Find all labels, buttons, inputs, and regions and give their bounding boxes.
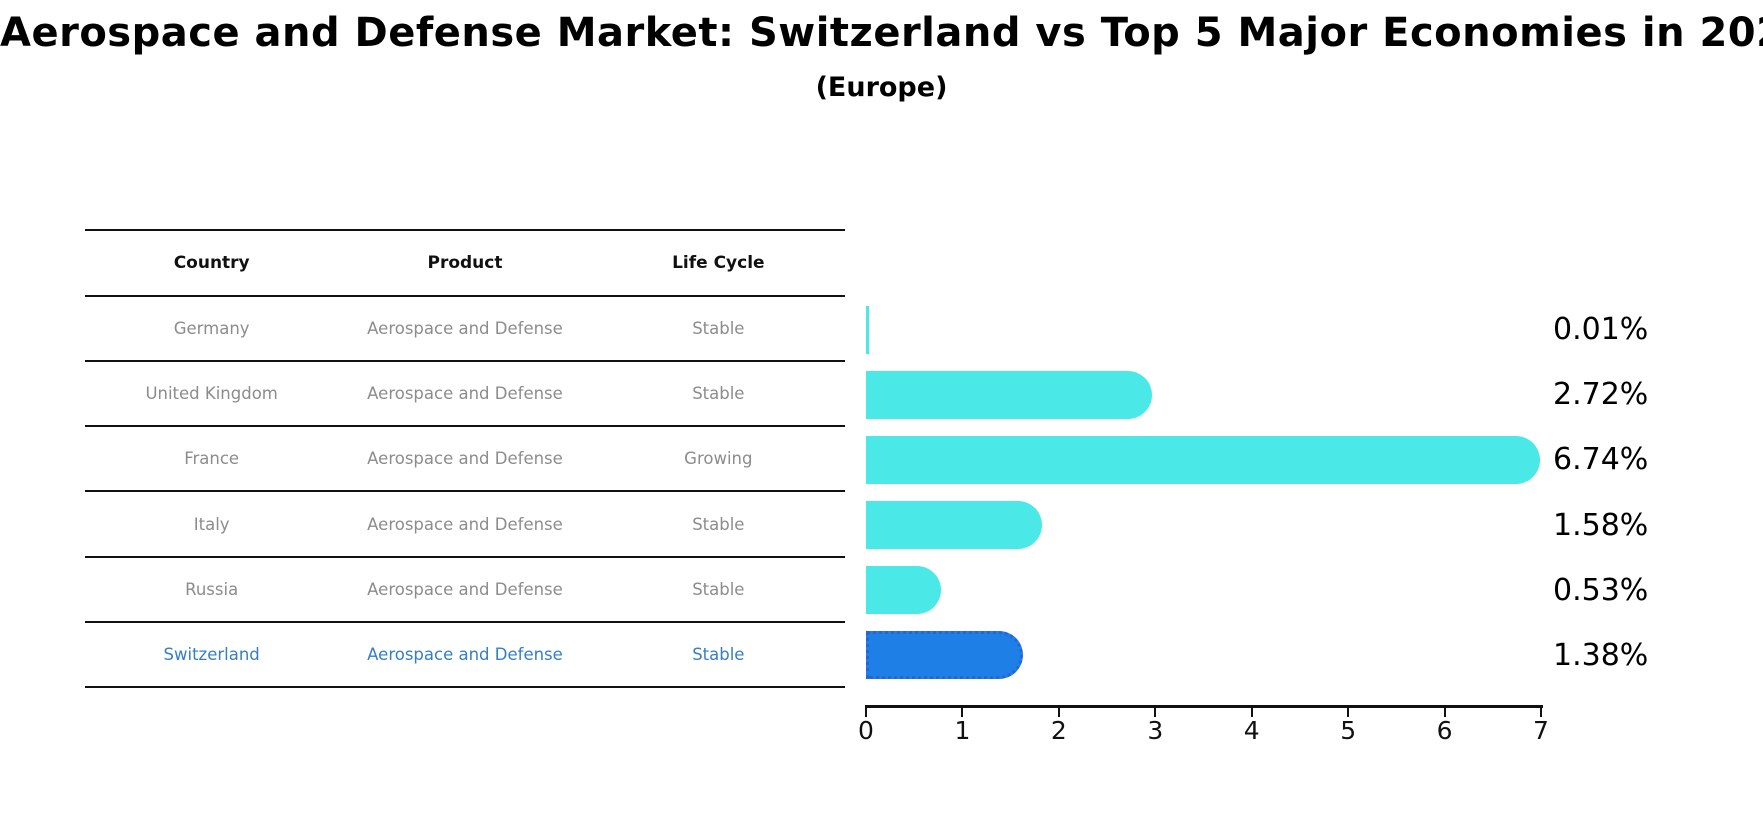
table-cell-product: Aerospace and Defense: [367, 319, 563, 339]
country-table: Country Product Life Cycle Germany Aerospac…: [85, 229, 845, 688]
table-cell-product: Aerospace and Defense: [367, 644, 563, 664]
x-axis-tick: [961, 708, 964, 717]
bar-row-germany: 0.01%: [866, 297, 1763, 362]
table-cell-life-cycle: Stable: [692, 514, 745, 534]
bar-france: [866, 435, 1540, 484]
bar-switzerland: [866, 631, 1024, 680]
bar-value-label: 2.72%: [1553, 377, 1649, 413]
x-axis-tick-label: 6: [1436, 716, 1453, 745]
table-cell-country: Russia: [185, 579, 239, 599]
chart-subtitle: (Europe): [815, 72, 948, 103]
x-axis-tick: [1443, 708, 1446, 717]
table-cell-country: Italy: [193, 514, 230, 534]
table-cell-country: Switzerland: [163, 644, 260, 664]
table-row-france: France Aerospace and Defense Growing: [85, 427, 845, 493]
table-cell-life-cycle: Growing: [684, 449, 753, 469]
x-axis-tick: [1540, 708, 1542, 717]
bar-row-united-kingdom: 2.72%: [866, 362, 1763, 427]
bar-value-label: 1.58%: [1553, 507, 1649, 543]
bar-value-label: 6.74%: [1553, 442, 1649, 478]
table-cell-country: Germany: [173, 319, 250, 339]
bar-russia: [866, 566, 942, 615]
bar-value-label: 1.38%: [1553, 637, 1649, 673]
x-axis-tick: [865, 708, 867, 717]
bar-value-label: 0.01%: [1553, 312, 1649, 348]
table-body: Germany Aerospace and Defense Stable United…: [85, 297, 845, 688]
x-axis-tick: [1057, 708, 1060, 717]
table-row-united-kingdom: United Kingdom Aerospace and Defense Stabl…: [85, 362, 845, 428]
x-axis-tick-label: 2: [1050, 716, 1067, 745]
bar-row-switzerland: 1.38%: [866, 623, 1763, 688]
x-axis-tick-label: 1: [954, 716, 971, 745]
bar-row-russia: 0.53%: [866, 558, 1763, 623]
bar-united-kingdom: [866, 370, 1153, 419]
x-axis-tick-label: 0: [858, 716, 874, 745]
table-column-header: Life Cycle: [672, 253, 765, 273]
table-cell-product: Aerospace and Defense: [367, 579, 563, 599]
table-cell-country: France: [184, 449, 240, 469]
x-axis-tick-label: 5: [1340, 716, 1357, 745]
bar-italy: [866, 501, 1043, 550]
bar-row-france: 6.74%: [866, 427, 1763, 492]
bar-row-italy: 1.58%: [866, 493, 1763, 558]
bar-value-label: 0.53%: [1553, 572, 1649, 608]
table-row-germany: Germany Aerospace and Defense Stable: [85, 297, 845, 363]
table-cell-product: Aerospace and Defense: [367, 514, 563, 534]
table-cell-product: Aerospace and Defense: [367, 449, 563, 469]
x-axis-tick-label: 3: [1147, 716, 1164, 745]
x-axis-tick: [1347, 708, 1350, 717]
table-row-switzerland: Switzerland Aerospace and Defense Stable: [85, 623, 845, 688]
chart-title: Aerospace and Defense Market: Switzerlan…: [0, 10, 1763, 56]
table-cell-product: Aerospace and Defense: [367, 384, 563, 404]
x-axis-line: [865, 705, 1543, 708]
table-cell-country: United Kingdom: [145, 384, 278, 404]
x-axis-tick-label: 4: [1243, 716, 1260, 745]
table-cell-life-cycle: Stable: [692, 319, 745, 339]
bar-germany: [866, 305, 869, 354]
x-axis-tick: [1250, 708, 1253, 717]
table-column-header: Product: [427, 253, 503, 273]
table-cell-life-cycle: Stable: [692, 579, 745, 599]
x-axis-tick-label: 7: [1533, 716, 1549, 745]
table-row-italy: Italy Aerospace and Defense Stable: [85, 492, 845, 558]
table-row-russia: Russia Aerospace and Defense Stable: [85, 558, 845, 623]
table-cell-life-cycle: Stable: [692, 384, 745, 404]
table-cell-life-cycle: Stable: [692, 644, 745, 664]
table-column-header: Country: [173, 253, 250, 273]
table-header-row: Country Product Life Cycle: [85, 229, 845, 297]
x-axis-tick: [1154, 708, 1157, 717]
bar-chart-plot-area: 0.01% 2.72% 6.74% 1.58% 0.53% 1.38%: [866, 297, 1763, 688]
